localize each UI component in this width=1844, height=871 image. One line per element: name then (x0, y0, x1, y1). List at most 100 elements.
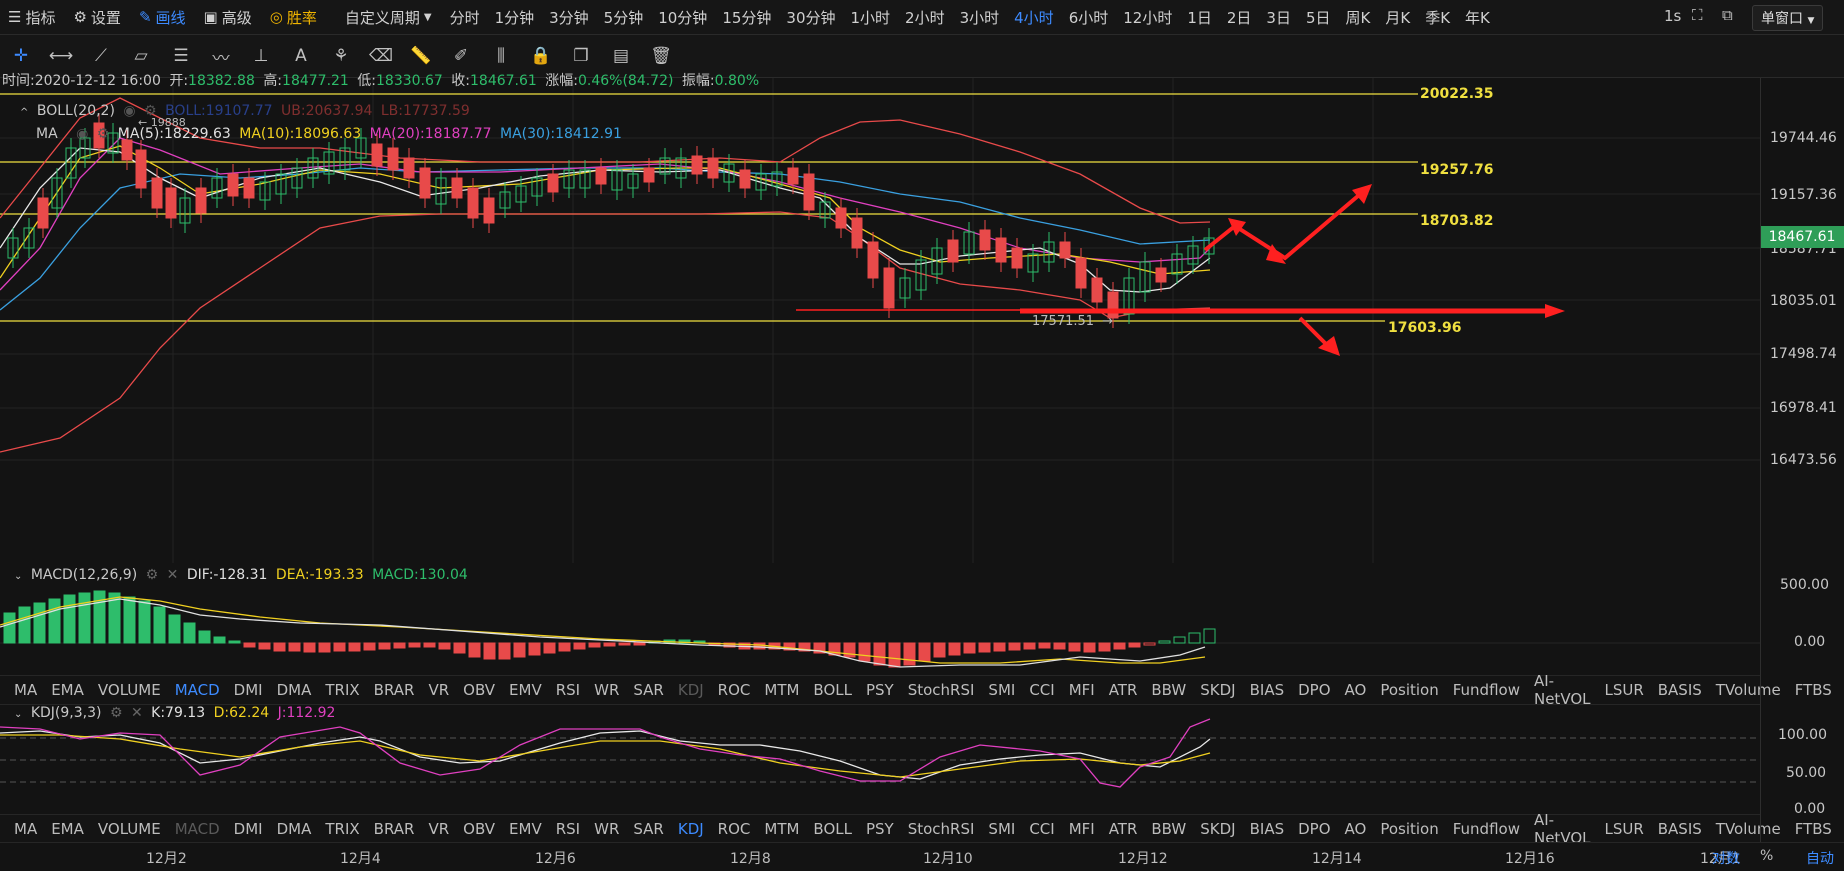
text-icon[interactable]: A (295, 46, 307, 66)
indicator-tab-vr[interactable]: VR (428, 820, 450, 838)
eye-icon[interactable]: ◉ (123, 103, 136, 119)
indicator-tab-mfi[interactable]: MFI (1068, 681, 1095, 699)
indicator-tab-kdj[interactable]: KDJ (677, 681, 704, 699)
settings-button[interactable]: ⚙ 设置 (73, 8, 121, 27)
indicator-tab-skdj[interactable]: SKDJ (1200, 820, 1236, 838)
period-5[interactable]: 15分钟 (722, 8, 772, 27)
log-scale-toggle[interactable]: 对数 (1712, 851, 1740, 867)
gear-icon[interactable]: ⚙ (96, 126, 110, 142)
macd-chart[interactable] (0, 565, 1760, 673)
percent-scale-toggle[interactable]: % (1760, 848, 1774, 864)
indicator-tab-bbw[interactable]: BBW (1151, 820, 1187, 838)
indicator-tab-dma[interactable]: DMA (276, 820, 312, 838)
indicator-tab-atr[interactable]: ATR (1108, 681, 1138, 699)
indicator-tab-boll[interactable]: BOLL (813, 681, 852, 699)
chevron-down-icon[interactable]: ⌄ (14, 571, 23, 582)
indicator-tab-mtm[interactable]: MTM (764, 820, 800, 838)
period-18[interactable]: 月K (1385, 8, 1411, 27)
indicator-tab-cci[interactable]: CCI (1029, 681, 1055, 699)
period-14[interactable]: 2日 (1226, 8, 1252, 27)
indicator-tab-obv[interactable]: OBV (463, 681, 496, 699)
advanced-button[interactable]: ▣ 高级 (203, 8, 252, 27)
wave-icon[interactable]: 〰 (212, 48, 230, 69)
chevron-down-icon[interactable]: ⌄ (14, 709, 23, 720)
indicator-tab-fundflow[interactable]: Fundflow (1452, 820, 1520, 838)
indicator-tab-rsi[interactable]: RSI (555, 681, 581, 699)
indicator-tab-bbw[interactable]: BBW (1151, 681, 1187, 699)
close-icon[interactable]: ✕ (166, 567, 179, 583)
indicator-tab-psy[interactable]: PSY (865, 820, 894, 838)
custom-period-select[interactable]: 自定义周期 ▼ (344, 8, 432, 27)
indicator-tab-emv[interactable]: EMV (509, 681, 542, 699)
indicator-tab-ftbs[interactable]: FTBS (1794, 681, 1832, 699)
indicator-tab-ma[interactable]: MA (14, 681, 38, 699)
refresh-interval[interactable]: 1s (1664, 7, 1682, 25)
trash-icon[interactable]: 🗑 (650, 46, 672, 66)
period-1[interactable]: 1分钟 (494, 8, 535, 27)
period-8[interactable]: 2小时 (905, 8, 945, 27)
period-19[interactable]: 季K (1425, 8, 1451, 27)
lock-icon[interactable]: 🔒 (530, 46, 552, 66)
indicator-tab-ao[interactable]: AO (1344, 681, 1367, 699)
indicator-tab-bias[interactable]: BIAS (1249, 820, 1285, 838)
indicator-tab-smi[interactable]: SMI (988, 681, 1016, 699)
gear-icon[interactable]: ⚙ (145, 567, 159, 583)
indicator-tab-cci[interactable]: CCI (1029, 820, 1055, 838)
auto-scale-toggle[interactable]: 自动 (1806, 851, 1834, 867)
indicator-tab-sar[interactable]: SAR (633, 820, 664, 838)
period-7[interactable]: 1小时 (850, 8, 891, 27)
indicator-tab-basis[interactable]: BASIS (1657, 820, 1702, 838)
indicator-tab-wr[interactable]: WR (594, 681, 620, 699)
indicator-tab-dpo[interactable]: DPO (1298, 681, 1331, 699)
copy-icon[interactable]: ❐ (573, 46, 589, 66)
indicator-tab-rsi[interactable]: RSI (555, 820, 581, 838)
indicator-tab-kdj[interactable]: KDJ (677, 820, 704, 838)
indicator-tab-dma[interactable]: DMA (276, 681, 312, 699)
indicator-tab-macd[interactable]: MACD (174, 681, 220, 699)
period-13[interactable]: 1日 (1187, 8, 1212, 27)
indicator-tab-mfi[interactable]: MFI (1068, 820, 1095, 838)
measure-icon[interactable]: ⊥ (253, 46, 269, 66)
indicator-tab-lsur[interactable]: LSUR (1604, 681, 1644, 699)
indicator-tab-dmi[interactable]: DMI (233, 820, 263, 838)
collapse-icon[interactable]: ^ (20, 107, 29, 118)
period-2[interactable]: 3分钟 (549, 8, 589, 27)
indicator-tab-ftbs[interactable]: FTBS (1794, 820, 1832, 838)
indicator-tab-stochrsi[interactable]: StochRSI (907, 681, 975, 699)
indicator-tab-ma[interactable]: MA (14, 820, 38, 838)
period-6[interactable]: 30分钟 (786, 8, 836, 27)
trend-line-icon[interactable]: ⟋ (95, 46, 107, 66)
indicator-tab-atr[interactable]: ATR (1108, 820, 1138, 838)
indicator-tab-volume[interactable]: VOLUME (97, 681, 161, 699)
horizontal-ray-icon[interactable]: ⟷ (48, 46, 74, 66)
indicator-tab-tvolume[interactable]: TVolume (1715, 681, 1781, 699)
kdj-panel[interactable]: ⌄ KDJ(9,3,3) ⚙ ✕ K:79.13 D:62.24 J:112.9… (0, 703, 1844, 825)
candlestick-chart[interactable] (0, 78, 1760, 563)
period-11[interactable]: 6小时 (1068, 8, 1109, 27)
indicator-tab-lsur[interactable]: LSUR (1604, 820, 1644, 838)
indicator-tab-smi[interactable]: SMI (988, 820, 1016, 838)
indicator-tab-boll[interactable]: BOLL (813, 820, 852, 838)
indicator-tab-sar[interactable]: SAR (633, 681, 664, 699)
indicator-tab-ema[interactable]: EMA (51, 820, 84, 838)
indicator-tab-brar[interactable]: BRAR (373, 681, 415, 699)
candles-icon[interactable]: ⫼ (497, 46, 505, 66)
indicator-tab-trix[interactable]: TRIX (325, 681, 360, 699)
draw-button[interactable]: ✎ 画线 (138, 8, 186, 27)
indicator-tab-fundflow[interactable]: Fundflow (1452, 681, 1520, 699)
period-15[interactable]: 3日 (1266, 8, 1291, 27)
indicator-tab-mtm[interactable]: MTM (764, 681, 800, 699)
fib-lines-icon[interactable]: ☰ (173, 46, 189, 66)
indicator-button[interactable]: ☰ 指标 (8, 8, 56, 27)
period-20[interactable]: 年K (1465, 8, 1490, 27)
indicator-tab-roc[interactable]: ROC (717, 820, 751, 838)
period-3[interactable]: 5分钟 (603, 8, 644, 27)
indicator-tab-ao[interactable]: AO (1344, 820, 1367, 838)
brush-icon[interactable]: ✐ (453, 46, 469, 66)
kdj-chart[interactable] (0, 703, 1760, 825)
eraser-icon[interactable]: ⌫ (368, 46, 394, 66)
gear-icon[interactable]: ⚙ (144, 103, 157, 119)
indicator-tab-skdj[interactable]: SKDJ (1200, 681, 1236, 699)
time-axis[interactable]: 12月2 12月4 12月6 12月8 12月10 12月12 12月14 12月16 12月1… (0, 842, 1844, 871)
indicator-tab-trix[interactable]: TRIX (325, 820, 360, 838)
